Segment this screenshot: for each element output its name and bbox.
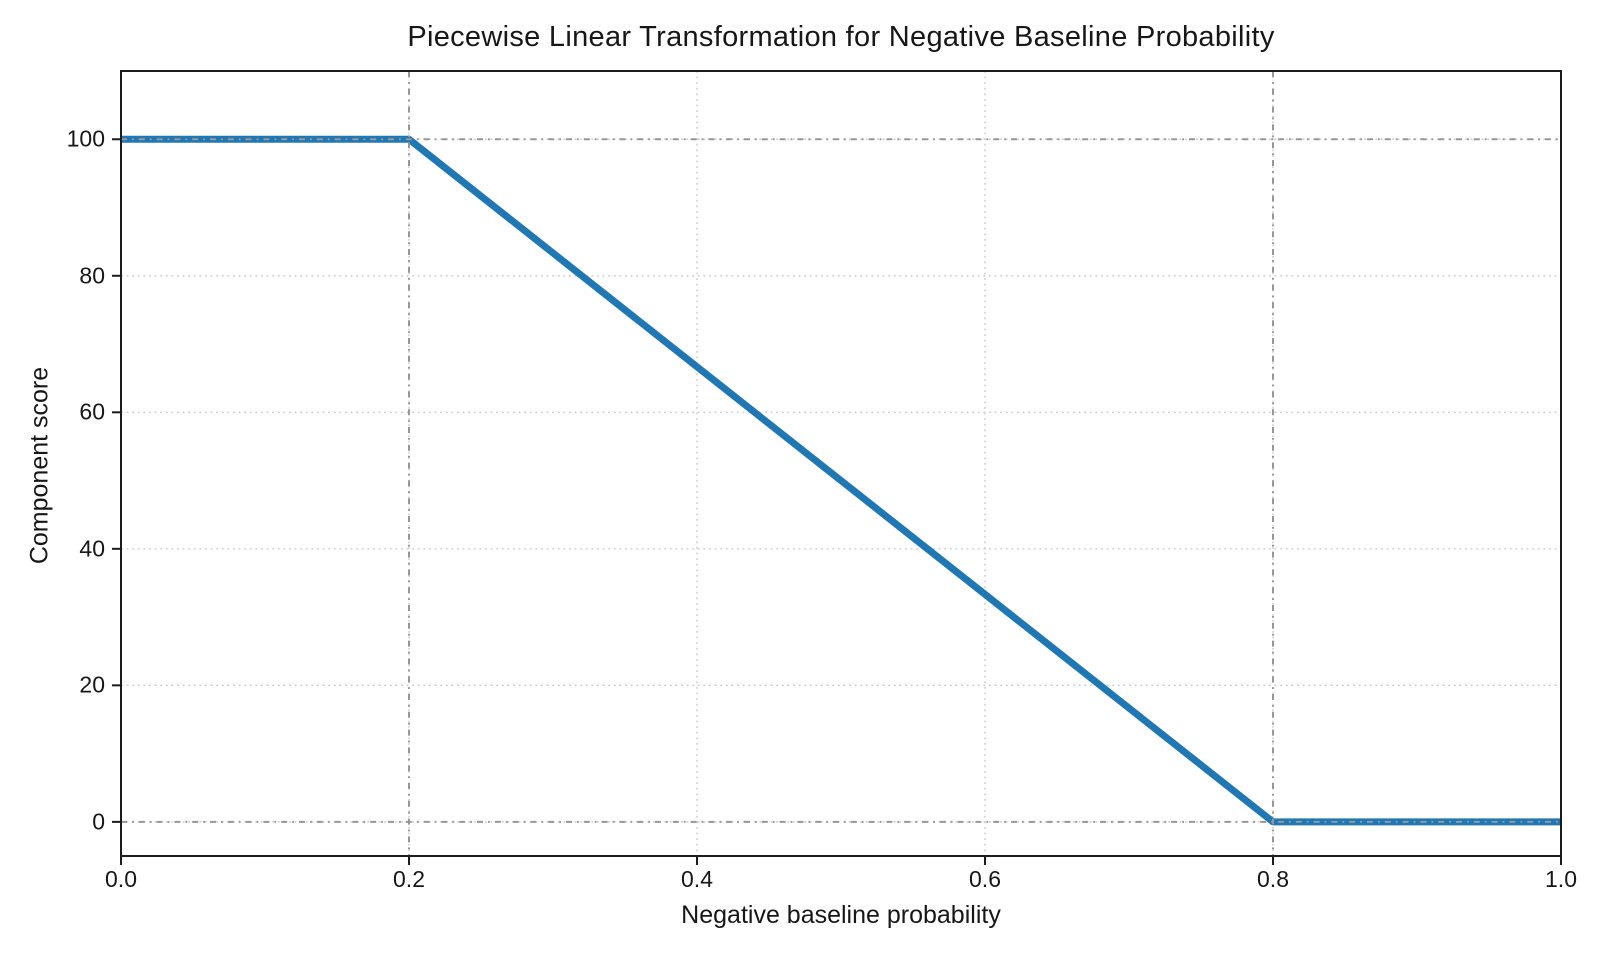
data-line-component-score xyxy=(121,135,1561,826)
x-tick-label: 0.6 xyxy=(969,866,1001,892)
y-tick-label: 40 xyxy=(79,535,105,562)
chart-title: Piecewise Linear Transformation for Nega… xyxy=(407,21,1275,53)
axes-spines xyxy=(120,70,1562,857)
x-axis-label: Negative baseline probability xyxy=(681,901,1001,929)
y-tick-label: 100 xyxy=(66,125,105,152)
y-tick-label: 60 xyxy=(79,398,105,425)
x-tick-label: 0.4 xyxy=(681,866,713,892)
x-tick-label: 1.0 xyxy=(1545,866,1577,892)
x-tick-label: 0.2 xyxy=(393,866,425,892)
y-axis-label: Component score xyxy=(25,366,54,565)
x-tick-label: 0.8 xyxy=(1257,866,1289,892)
y-tick-label: 80 xyxy=(79,262,105,289)
y-tick-label: 0 xyxy=(92,808,105,835)
x-tick-label: 0.0 xyxy=(105,866,137,892)
y-tick-label: 20 xyxy=(79,671,105,698)
